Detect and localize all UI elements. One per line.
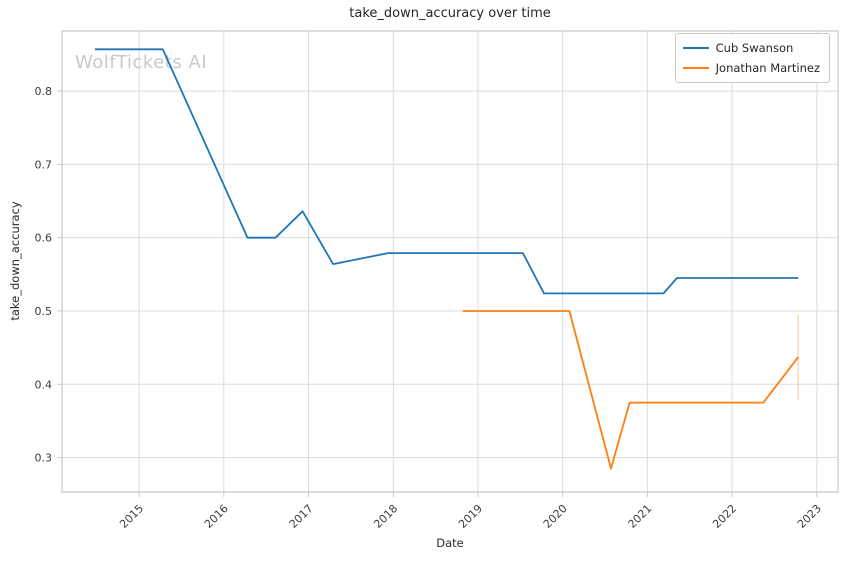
- legend[interactable]: Cub Swanson Jonathan Martinez: [674, 33, 830, 83]
- legend-line-sample-blue: [682, 47, 709, 49]
- plot-border: [61, 30, 839, 493]
- series-line-cub-swanson: [95, 48, 799, 295]
- legend-line-sample-orange: [682, 67, 709, 69]
- series-line-jonathan-martinez: [462, 310, 799, 470]
- x-tick-label: 2020: [541, 502, 570, 531]
- x-tick-label: 2015: [117, 502, 146, 531]
- x-tick-label: 2023: [795, 502, 824, 531]
- x-tick-label: 2017: [287, 502, 316, 531]
- y-tick-label: 0.7: [35, 158, 53, 171]
- y-tick-label: 0.8: [35, 85, 53, 98]
- gridlines: [62, 31, 838, 492]
- x-tick-label: 2021: [626, 502, 655, 531]
- legend-label: Cub Swanson: [715, 41, 794, 55]
- y-tick-label: 0.3: [35, 452, 53, 465]
- x-axis-label: Date: [436, 536, 464, 550]
- y-axis-label: take_down_accuracy: [8, 201, 22, 321]
- y-tick-label: 0.6: [35, 232, 53, 245]
- x-tick-label: 2016: [202, 502, 231, 531]
- x-tick-label: 2022: [710, 502, 739, 531]
- chart-title: take_down_accuracy over time: [349, 6, 551, 21]
- axes: 2015 2016 2017 2018 2019 2020 2021 2022 2023 0.3 0…: [35, 30, 839, 531]
- legend-item-jonathan-martinez[interactable]: Jonathan Martinez: [682, 58, 820, 78]
- x-tick-label: 2019: [456, 502, 485, 531]
- x-tick-label: 2018: [371, 502, 400, 531]
- y-tick-label: 0.5: [35, 305, 53, 318]
- legend-label: Jonathan Martinez: [715, 61, 820, 75]
- legend-item-cub-swanson[interactable]: Cub Swanson: [682, 38, 820, 58]
- y-tick-label: 0.4: [35, 378, 53, 391]
- watermark: WolfTickets AI: [75, 52, 207, 73]
- series-lines: [95, 48, 799, 470]
